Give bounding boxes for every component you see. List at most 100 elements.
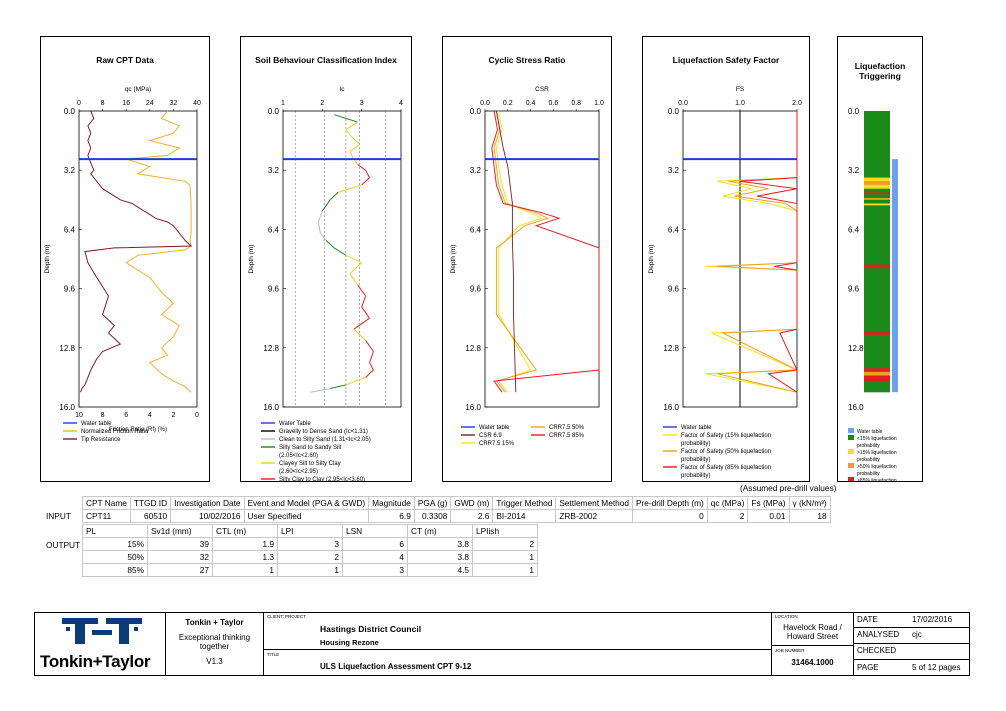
csr-legend-item: CRR7.5 50% [549,425,585,431]
output-row: 50% 32 1.3 2 4 3.8 1 [82,550,538,564]
y-tick-label: 0.0 [64,107,76,116]
job-number: 31464.1000 [791,658,834,667]
y-tick-label: 3.2 [64,166,76,175]
ic-segment [345,129,353,138]
fs-panel: Liquefaction Safety Factor 0.0 3.2 6.4 9.6 1… [642,36,810,482]
x-axis-label: FS [736,86,745,93]
ic-segment [351,136,361,145]
x-bottom-tick-label: 10 [75,412,83,419]
drawing-title: ULS Liquefaction Assessment CPT 9-12 [320,662,472,671]
ic-segment [365,340,374,352]
y-tick-label: 3.2 [848,166,860,175]
x-tick-label: 2.0 [792,100,802,107]
trigger-band [864,371,890,376]
trigger-band [864,185,890,189]
x-tick-label: 1.0 [594,100,604,107]
client-cell: CLIENT: PROJECT Hastings District Counci… [264,612,772,650]
date-label: DATE [857,615,878,624]
output-value-cell: 1 [472,550,538,564]
x-tick-label: 2 [320,100,324,107]
trigger-band [864,111,890,178]
y-axis-label: Depth (m) [44,245,51,274]
page-label: PAGE [857,663,879,672]
legend-swatch [848,463,854,468]
version: V1.3 [206,657,223,666]
y-tick-label: 9.6 [668,285,680,294]
input-header-cell: GWD (m) [450,496,494,510]
ic-segment [310,388,331,393]
x-tick-label: 0.6 [549,100,559,107]
csr-legend-item: CSR 6.9 [479,433,502,439]
x-bottom-tick-label: 8 [101,412,105,419]
trig-legend-item: probability [857,457,880,463]
output-value-cell: 39 [147,537,213,551]
plot-frame [484,110,600,408]
input-value-cell: 2 [706,509,749,523]
output-table: PL Sv1d (mm) CTL (m) LPI LSN CT (m) LPIish 15%… [82,524,538,577]
csr-series-line [493,110,550,393]
y-tick-label: 16.0 [663,403,679,412]
cpt-panel: Raw CPT Data 0.0 3.2 6.4 9.6 12.8 16.0 Depth (… [40,36,210,482]
fs-legend-item: Factor of Safety (15% liquefaction [681,433,771,439]
x-tick-label: 0.8 [571,100,581,107]
input-value-cell: 0.3308 [413,509,452,523]
ic-segment [317,221,321,234]
location-cell: LOCATION Havelock Road / Howard Street [772,612,854,646]
csr-legend-item: CRR7.5 85% [549,433,585,439]
ic-segment [317,210,323,223]
trig-legend-item: probability [857,443,880,449]
output-value-cell: 3 [277,537,343,551]
sbt-legend-item: Clean to Silty Sand (1.31<Ic<2.05) [279,437,371,443]
x-bottom-tick-label: 6 [124,412,128,419]
sbt-legend-item: Gravelly to Dense Sand (Ic<1.31) [279,429,368,435]
ic-segment [349,151,355,160]
legend-swatch [848,449,854,454]
input-header-cell: γ (kN/m³) [788,496,831,510]
cpt-legend-item: Water table [81,421,112,427]
input-header-cell: Settlement Method [555,496,633,510]
trigger-band [864,368,890,372]
logo-wordmark: Tonkin+Taylor [40,652,151,671]
y-tick-label: 9.6 [470,285,482,294]
ic-segment [325,240,335,249]
x-tick-label: 4 [399,100,403,107]
x-tick-label: 0 [77,100,81,107]
input-header-cell: TTGD ID [129,496,172,510]
sbt-title: Soil Behaviour Classification Index [255,55,397,65]
x-bottom-tick-label: 2 [171,412,175,419]
input-data-row: CPT11 60510 10/02/2016 User Specified 6.9 0.3… [82,509,831,523]
input-header-cell: Event and Model (PGA & GWD) [243,496,370,510]
ic-segment [345,254,362,264]
output-value-cell: 3.8 [407,550,473,564]
input-table: CPT Name TTGD ID Investigation Date Event a… [82,496,831,523]
x-tick-label: 3 [360,100,364,107]
y-tick-label: 3.2 [470,166,482,175]
output-value-cell: 2 [277,550,343,564]
legend-swatch [848,435,854,440]
input-header-cell: PGA (g) [413,496,452,510]
x-axis-label: qc (MPa) [125,86,151,93]
ic-segment [337,184,362,193]
cpt-legend-item: Tip Resistance [81,437,121,443]
input-value-cell: 2.6 [450,509,494,523]
input-header-cell: Trigger Method [492,496,557,510]
csr-legend-item: Water table [479,425,510,431]
ic-segment [330,384,347,389]
fs-legend-item: probability) [681,457,710,463]
fs-series-line [739,111,798,393]
ic-segment [333,114,358,123]
trig-legend-item: Water table [857,429,883,435]
x-axis-label: CSR [535,86,549,93]
tip-resistance-line [80,110,193,393]
analysed-label: ANALYSED [857,630,900,639]
x-bottom-tick-label: 4 [148,412,152,419]
location-label: LOCATION [775,614,798,619]
title-block [34,612,970,676]
ic-segment [361,295,367,308]
sbt-legend-item: Silty Sand to Sandy Silt [279,445,342,451]
trigger-band [864,197,890,200]
y-tick-label: 0.0 [848,107,860,116]
x-tick-label: 1 [281,100,285,107]
input-value-cell: ZRB-2002 [555,509,633,523]
